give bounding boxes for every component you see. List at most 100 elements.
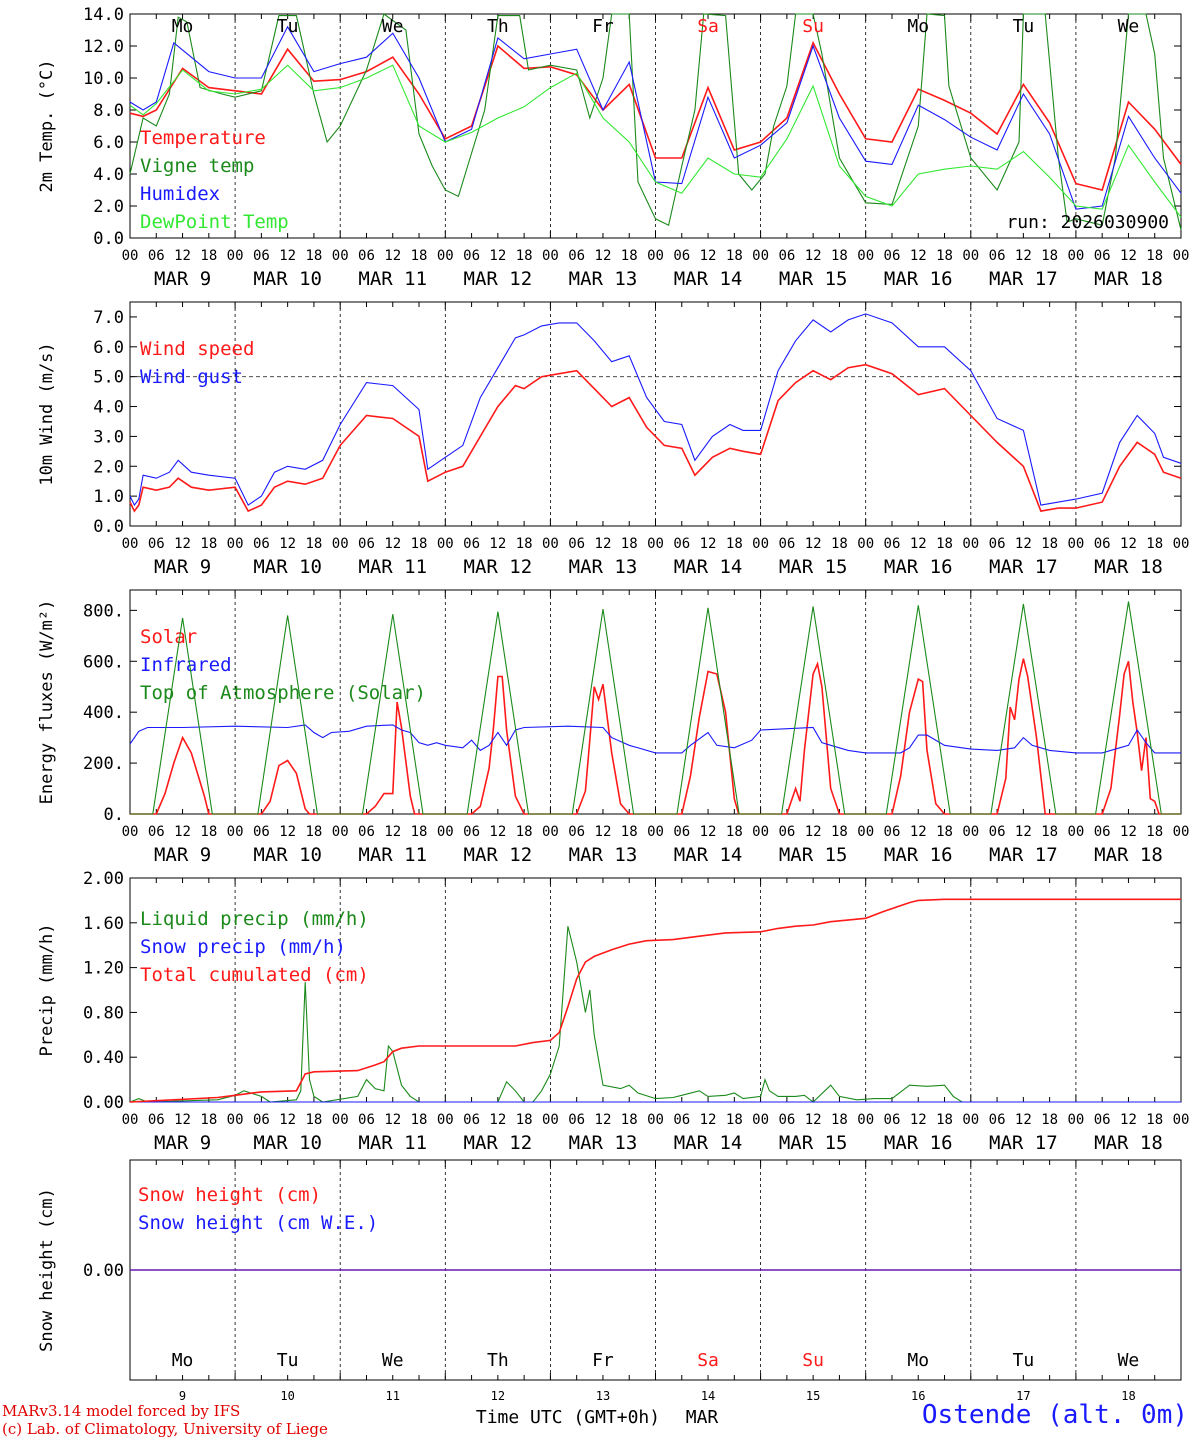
temp-date-label: MAR 16: [884, 268, 953, 290]
energy-date-label: MAR 17: [989, 844, 1058, 866]
energy-series-infrared: [129, 724, 1181, 754]
precip-hour-label: 18: [1041, 1112, 1058, 1128]
temp-hour-label: 12: [279, 248, 296, 264]
wind-y-tick-label: 6.0: [93, 338, 124, 358]
precip-hour-label: 06: [989, 1112, 1006, 1128]
energy-hour-label: 00: [647, 824, 664, 840]
weekday-label-bottom: Su: [802, 1350, 824, 1371]
precip-date-label: MAR 18: [1094, 1132, 1163, 1154]
temp-hour-label: 00: [1173, 248, 1190, 264]
precip-hour-label: 00: [437, 1112, 454, 1128]
wind-hour-label: 06: [673, 536, 690, 552]
model-line: MARv3.14 model forced by IFS: [2, 1402, 241, 1420]
temp-hour-label: 18: [1146, 248, 1163, 264]
wind-date-label: MAR 16: [884, 556, 953, 578]
precip-hour-label: 18: [831, 1112, 848, 1128]
energy-y-tick-label: 400.: [83, 703, 124, 723]
energy-hour-label: 06: [148, 824, 165, 840]
precip-hour-label: 06: [778, 1112, 795, 1128]
energy-hour-label: 12: [1120, 824, 1137, 840]
precip-date-label: MAR 16: [884, 1132, 953, 1154]
precip-hour-label: 12: [595, 1112, 612, 1128]
precip-hour-label: 06: [358, 1112, 375, 1128]
energy-y-tick-label: 800.: [83, 601, 124, 621]
temp-hour-label: 06: [463, 248, 480, 264]
wind-hour-label: 12: [279, 536, 296, 552]
precip-hour-label: 12: [384, 1112, 401, 1128]
energy-hour-label: 12: [174, 824, 191, 840]
temp-hour-label: 00: [542, 248, 559, 264]
precip-hour-label: 18: [1146, 1112, 1163, 1128]
precip-hour-label: 12: [805, 1112, 822, 1128]
wind-hour-label: 06: [148, 536, 165, 552]
temp-hour-label: 00: [752, 248, 769, 264]
energy-hour-label: 12: [1015, 824, 1032, 840]
precip-hour-label: 06: [568, 1112, 585, 1128]
energy-hour-label: 06: [884, 824, 901, 840]
temp-hour-label: 12: [1120, 248, 1137, 264]
precip-hour-label: 00: [332, 1112, 349, 1128]
day-number-label: 18: [1121, 1389, 1135, 1403]
energy-hour-label: 06: [568, 824, 585, 840]
temp-hour-label: 06: [253, 248, 270, 264]
temp-hour-label: 00: [122, 248, 139, 264]
temp-date-label: MAR 14: [674, 268, 743, 290]
temp-y-tick-label: 8.0: [93, 101, 124, 121]
temp-hour-label: 06: [568, 248, 585, 264]
wind-date-label: MAR 18: [1094, 556, 1163, 578]
snow-legend-item: Snow height (cm W.E.): [138, 1212, 378, 1234]
wind-y-tick-label: 7.0: [93, 308, 124, 328]
wind-hour-label: 00: [752, 536, 769, 552]
energy-hour-label: 18: [200, 824, 217, 840]
precip-hour-label: 06: [673, 1112, 690, 1128]
temp-date-label: MAR 10: [253, 268, 322, 290]
precip-hour-label: 06: [884, 1112, 901, 1128]
temp-frame: [129, 13, 1182, 239]
wind-date-label: MAR 9: [154, 556, 211, 578]
precip-hour-label: 18: [516, 1112, 533, 1128]
energy-legend-item: Solar: [140, 626, 197, 648]
wind-hour-label: 18: [726, 536, 743, 552]
precip-hour-label: 18: [936, 1112, 953, 1128]
energy-hour-label: 12: [489, 824, 506, 840]
day-number-label: 14: [701, 1389, 715, 1403]
temp-y-tick-label: 2.0: [93, 197, 124, 217]
energy-y-tick-label: 0.: [104, 805, 124, 825]
wind-hour-label: 00: [542, 536, 559, 552]
precip-hour-label: 18: [200, 1112, 217, 1128]
energy-hour-label: 00: [332, 824, 349, 840]
temp-y-axis-title: 2m Temp. (°C): [37, 59, 57, 192]
energy-date-label: MAR 18: [1094, 844, 1163, 866]
precip-hour-label: 18: [305, 1112, 322, 1128]
temp-hour-label: 12: [595, 248, 612, 264]
precip-series-liquid-precip-mm-h: [129, 926, 1181, 1103]
energy-hour-label: 06: [463, 824, 480, 840]
weekday-label-top: Mo: [907, 16, 929, 37]
weekday-label-bottom: Sa: [697, 1350, 719, 1371]
temp-date-label: MAR 17: [989, 268, 1058, 290]
temp-legend-item: Temperature: [140, 127, 266, 149]
wind-y-tick-label: 3.0: [93, 427, 124, 447]
temp-legend-item: DewPoint Temp: [140, 211, 289, 233]
precip-hour-label: 00: [227, 1112, 244, 1128]
weekday-label-top: We: [382, 16, 404, 37]
precip-hour-label: 00: [647, 1112, 664, 1128]
energy-hour-label: 00: [227, 824, 244, 840]
wind-hour-label: 18: [305, 536, 322, 552]
energy-hour-label: 06: [253, 824, 270, 840]
precip-hour-label: 00: [752, 1112, 769, 1128]
energy-hour-label: 18: [1041, 824, 1058, 840]
precip-hour-label: 00: [122, 1112, 139, 1128]
weekday-label-top: Tu: [277, 16, 299, 37]
temp-y-tick-label: 10.0: [83, 69, 124, 89]
precip-hour-label: 12: [700, 1112, 717, 1128]
day-number-label: 17: [1016, 1389, 1030, 1403]
temp-hour-label: 18: [831, 248, 848, 264]
day-number-label: 15: [806, 1389, 820, 1403]
day-number-label: 16: [911, 1389, 925, 1403]
precip-hour-label: 00: [857, 1112, 874, 1128]
precip-y-tick-label: 1.60: [83, 914, 124, 934]
wind-hour-label: 00: [122, 536, 139, 552]
precip-hour-label: 12: [174, 1112, 191, 1128]
temp-hour-label: 12: [384, 248, 401, 264]
